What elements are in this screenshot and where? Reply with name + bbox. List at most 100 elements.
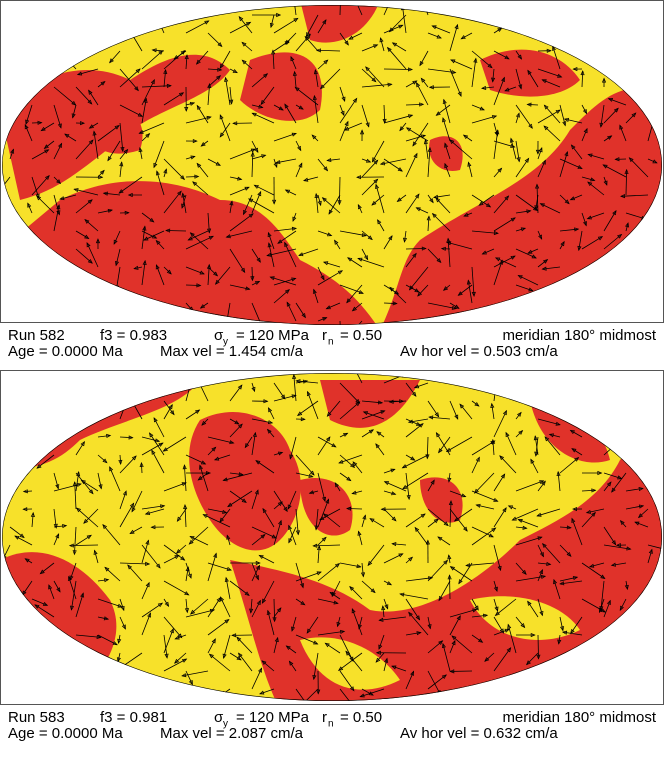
arrow xyxy=(225,77,231,106)
arrow xyxy=(141,98,147,124)
arrow xyxy=(185,102,195,106)
arrow-head xyxy=(340,629,346,634)
arrow xyxy=(352,302,363,312)
arrow xyxy=(141,260,146,286)
arrow xyxy=(295,140,302,151)
arrow xyxy=(405,418,421,426)
arrow xyxy=(357,204,363,214)
arrow xyxy=(207,158,221,166)
arrow xyxy=(207,508,227,514)
arrow xyxy=(207,436,234,444)
arrow xyxy=(446,436,473,452)
arrow-head xyxy=(577,165,583,169)
arrow-head xyxy=(599,122,604,128)
arrow xyxy=(495,598,517,616)
arrow xyxy=(515,210,531,214)
arrow-head xyxy=(351,608,356,614)
arrow-head xyxy=(286,301,291,307)
arrow xyxy=(361,230,373,240)
arrow-head xyxy=(619,605,624,611)
arrow xyxy=(383,5,390,16)
arrow-head xyxy=(328,209,333,215)
arrow xyxy=(185,54,188,70)
arrow xyxy=(149,432,165,456)
arrow-head xyxy=(517,518,523,523)
arrow xyxy=(229,213,254,232)
arrow-head xyxy=(467,161,472,167)
arrow xyxy=(317,563,340,582)
arrow xyxy=(461,32,473,40)
arrow xyxy=(405,382,417,397)
arrow xyxy=(244,436,253,448)
arrow-head xyxy=(182,464,187,470)
arrow xyxy=(375,443,385,456)
arrow-head xyxy=(373,178,379,184)
arrow-head xyxy=(408,285,414,291)
arrow-head xyxy=(145,133,151,138)
arrow xyxy=(97,598,123,608)
arrow-head xyxy=(196,104,202,111)
arrow-head xyxy=(319,84,325,90)
arrow-head xyxy=(436,258,442,264)
arrow-head xyxy=(526,209,532,214)
arrow-head xyxy=(68,543,74,548)
arrow-head xyxy=(231,633,237,638)
arrow-head xyxy=(316,545,322,551)
arrow xyxy=(471,598,479,611)
arrow xyxy=(163,50,186,70)
arrow xyxy=(175,634,187,640)
arrow-head xyxy=(463,212,469,217)
arrow xyxy=(261,580,275,604)
arrow-head xyxy=(438,595,443,602)
arrow xyxy=(482,248,495,255)
arrow-head xyxy=(312,674,317,681)
arrow xyxy=(53,580,61,593)
arrow-head xyxy=(410,670,415,676)
arrow-head xyxy=(540,574,547,579)
arrow xyxy=(259,554,275,564)
arrow xyxy=(608,98,627,106)
arrow-head xyxy=(222,653,227,659)
r-value: = 0.50 xyxy=(340,709,382,726)
arrow-head xyxy=(384,657,389,663)
arrow xyxy=(314,69,319,88)
arrow xyxy=(177,508,187,522)
arrow-head xyxy=(169,410,175,416)
arrow-head xyxy=(588,563,595,568)
arrow-head xyxy=(248,213,254,218)
arrow xyxy=(405,248,426,250)
arrow-head xyxy=(473,488,479,494)
arrow xyxy=(303,176,319,182)
arrow-head xyxy=(391,42,398,47)
arrow xyxy=(251,154,266,160)
arrow xyxy=(181,670,209,677)
arrow-head xyxy=(504,55,510,60)
arrow-head xyxy=(447,477,452,483)
arrow-head xyxy=(34,604,40,609)
arrow-head xyxy=(541,159,546,165)
arrow-head xyxy=(408,67,413,72)
arrow-head xyxy=(224,76,229,82)
arrow-head xyxy=(27,202,32,208)
arrow xyxy=(542,79,561,88)
arrow-head xyxy=(322,513,329,518)
arrow-head xyxy=(10,148,15,154)
arrow xyxy=(119,436,133,439)
arrow-head xyxy=(215,279,220,285)
arrow-head xyxy=(143,97,148,103)
arrow-head xyxy=(116,657,121,663)
arrow xyxy=(313,95,319,124)
arrow-head xyxy=(164,601,170,608)
arrow xyxy=(347,257,363,268)
arrow-head xyxy=(163,168,168,174)
arrow-head xyxy=(543,259,549,264)
arrow-head xyxy=(153,162,158,169)
arrow-head xyxy=(583,127,588,134)
arrow xyxy=(449,68,462,97)
arrow xyxy=(219,114,231,142)
arrow-head xyxy=(222,509,228,514)
arrow-head xyxy=(337,200,342,206)
arrow-head xyxy=(273,162,278,169)
arrow xyxy=(427,616,431,629)
arrow-head xyxy=(234,420,240,425)
